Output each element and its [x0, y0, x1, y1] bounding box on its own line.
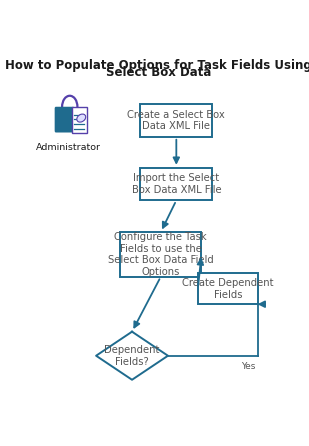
FancyBboxPatch shape	[55, 107, 74, 132]
Text: Yes: Yes	[241, 362, 255, 371]
Bar	[140, 168, 212, 200]
Text: Create a Select Box
Data XML File: Create a Select Box Data XML File	[127, 110, 225, 131]
Text: Create Dependent
Fields: Create Dependent Fields	[182, 278, 273, 300]
Text: Select Box Data: Select Box Data	[106, 66, 211, 79]
Text: Administrator: Administrator	[36, 143, 101, 152]
Polygon shape	[96, 332, 168, 380]
Text: Dependent
Fields?: Dependent Fields?	[104, 345, 160, 367]
Bar	[120, 232, 201, 277]
Bar	[198, 273, 258, 304]
Text: Import the Select
Box Data XML File: Import the Select Box Data XML File	[132, 173, 221, 195]
Text: How to Populate Options for Task Fields Using: How to Populate Options for Task Fields …	[5, 59, 309, 72]
Bar	[72, 107, 87, 132]
Text: Configure the Task
Fields to use the
Select Box Data Field
Options: Configure the Task Fields to use the Sel…	[108, 232, 214, 277]
Bar	[140, 104, 212, 137]
Ellipse shape	[77, 114, 86, 122]
